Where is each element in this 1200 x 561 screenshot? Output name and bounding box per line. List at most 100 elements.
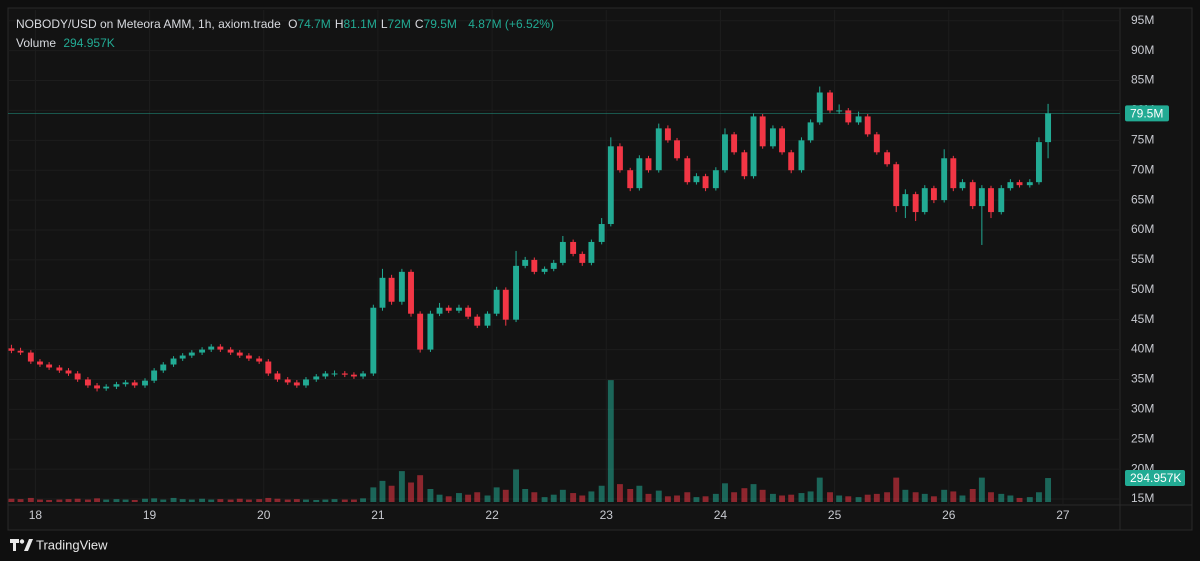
volume-bar — [94, 498, 101, 502]
volume-bar — [912, 492, 919, 502]
last-price-label: 79.5M — [1130, 107, 1163, 121]
volume-bar — [1016, 497, 1023, 502]
candle-body — [522, 259, 529, 266]
volume-bar — [816, 477, 823, 502]
volume-bar — [570, 493, 577, 502]
y-tick-label: 90M — [1131, 43, 1154, 57]
candle-body — [855, 116, 862, 123]
volume-bar — [559, 489, 566, 502]
candle-body — [103, 386, 110, 389]
candle-body — [684, 158, 691, 183]
volume-bar — [950, 491, 957, 502]
candle-body — [46, 364, 53, 368]
candle-body — [1007, 182, 1014, 189]
last-volume-badge — [1125, 470, 1185, 487]
volume-bar — [131, 499, 138, 502]
candle-body — [331, 373, 338, 375]
volume-bar — [598, 485, 605, 502]
candle-body — [456, 307, 462, 311]
candle-body — [379, 277, 386, 308]
y-tick-label: 15M — [1131, 491, 1154, 505]
volume-bar — [513, 469, 519, 502]
candle-body — [598, 224, 605, 242]
volume-label: Volume — [16, 36, 57, 50]
volume-bar — [208, 499, 215, 502]
candle-body — [227, 349, 234, 353]
volume-bar — [941, 489, 948, 502]
candle-body — [322, 373, 329, 377]
volume-bar — [160, 499, 167, 502]
candle-body — [142, 380, 148, 386]
candle-body — [484, 313, 491, 326]
x-tick-label: 23 — [600, 508, 614, 522]
volume-bar — [769, 493, 776, 502]
candle-body — [502, 289, 509, 320]
candle-body — [303, 379, 309, 386]
volume-bar — [74, 498, 81, 502]
volume-bar — [199, 498, 206, 502]
volume-bar — [474, 492, 481, 502]
candle-body — [779, 128, 786, 153]
volume-bar — [502, 489, 509, 502]
volume-bar — [37, 499, 43, 502]
volume-bar — [864, 494, 871, 502]
volume-bar — [788, 494, 795, 502]
candle-body — [722, 134, 728, 171]
volume-bar — [408, 482, 414, 502]
candle-body — [930, 188, 937, 201]
volume-bar — [1035, 492, 1042, 502]
candle-body — [941, 158, 948, 201]
volume-bar — [616, 484, 623, 502]
candle-body — [427, 313, 434, 350]
volume-bar — [456, 493, 462, 502]
candle-body — [188, 352, 195, 356]
candle-body — [607, 146, 614, 225]
y-tick-label: 45M — [1131, 312, 1154, 326]
candle-body — [816, 92, 823, 123]
candle-body — [921, 188, 928, 213]
brand-logo — [10, 539, 33, 551]
volume-bar — [674, 495, 680, 502]
volume-bar — [65, 499, 72, 502]
candle-body — [893, 164, 900, 207]
volume-bar — [798, 493, 805, 502]
candle-body — [674, 140, 680, 159]
candle-body — [417, 313, 424, 350]
volume-bar — [17, 499, 24, 502]
candle-body — [236, 352, 243, 356]
candle-body — [873, 134, 880, 153]
volume-bar — [902, 489, 909, 502]
ohlc-key: C — [414, 17, 424, 31]
y-tick-label: 75M — [1131, 132, 1154, 146]
volume-bar — [978, 477, 985, 502]
candle-body — [408, 271, 414, 314]
candle-body — [445, 307, 452, 311]
x-tick-label: 25 — [828, 508, 842, 522]
candle-body — [113, 384, 120, 387]
candle-body — [56, 367, 63, 371]
candle-body — [465, 307, 472, 317]
candle-body — [436, 307, 443, 314]
candle-body — [94, 385, 101, 389]
volume-value: 294.957K — [63, 36, 115, 50]
volume-bar — [855, 497, 862, 502]
volume-bar — [284, 499, 291, 502]
ohlc-key: O — [288, 17, 298, 31]
y-tick-label: 95M — [1131, 13, 1154, 27]
candle-body — [950, 158, 957, 189]
candle-body — [313, 376, 320, 380]
last-volume-label: 294.957K — [1130, 471, 1181, 485]
volume-bar — [122, 499, 129, 502]
volume-bar — [969, 489, 976, 502]
volume-bar — [388, 485, 395, 502]
candle-body — [265, 361, 272, 374]
x-tick-label: 19 — [143, 508, 157, 522]
volume-bar — [1045, 478, 1052, 502]
volume-bar — [1026, 497, 1033, 502]
volume-bar — [636, 485, 643, 502]
ohlc-value: 74.7M — [297, 17, 331, 31]
volume-bar — [579, 495, 586, 502]
volume-bar — [179, 499, 186, 502]
candle-body — [627, 170, 634, 189]
y-tick-label: 55M — [1131, 252, 1154, 266]
